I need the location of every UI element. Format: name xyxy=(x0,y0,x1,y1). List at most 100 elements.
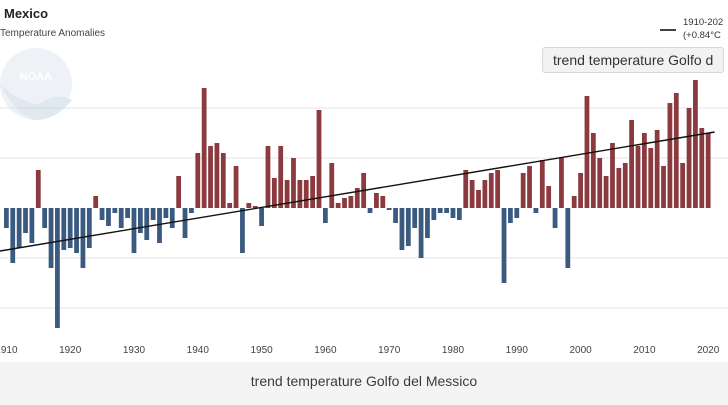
bar-2006 xyxy=(616,168,622,208)
caption-bar xyxy=(0,362,728,405)
bar-1960 xyxy=(322,208,328,223)
bar-1923 xyxy=(86,208,92,248)
bar-1937 xyxy=(176,176,182,208)
bar-1975 xyxy=(418,208,424,258)
bar-1991 xyxy=(520,173,526,208)
bar-1935 xyxy=(163,208,169,218)
image-caption: trend temperature Golfo del Messico xyxy=(250,373,478,389)
bar-2008 xyxy=(629,120,635,208)
bar-1936 xyxy=(169,208,175,228)
bar-2004 xyxy=(603,176,609,208)
bar-1970 xyxy=(386,208,392,210)
bar-1927 xyxy=(112,208,118,213)
bar-1985 xyxy=(482,180,488,208)
bar-2007 xyxy=(622,163,628,208)
bar-1993 xyxy=(533,208,539,213)
bar-1956 xyxy=(297,180,303,208)
bar-2018 xyxy=(693,80,698,208)
x-tick-label-1920: 1920 xyxy=(59,345,82,356)
bar-1950 xyxy=(259,208,264,226)
bar-1962 xyxy=(335,203,341,208)
bar-1952 xyxy=(271,178,277,208)
bar-1971 xyxy=(393,208,398,223)
bar-1988 xyxy=(501,208,507,283)
bar-2014 xyxy=(667,103,673,208)
bar-1934 xyxy=(157,208,162,243)
bar-1921 xyxy=(74,208,79,253)
bar-1974 xyxy=(412,208,418,228)
bar-1999 xyxy=(571,196,577,208)
bar-1938 xyxy=(182,208,188,238)
bar-1919 xyxy=(61,208,67,250)
bar-1912 xyxy=(16,208,22,248)
legend-label-line1: 1910-202 xyxy=(683,17,723,28)
bar-1989 xyxy=(508,208,513,223)
gridlines xyxy=(0,107,728,309)
bar-2016 xyxy=(680,163,686,208)
bar-1944 xyxy=(220,153,226,208)
bar-1933 xyxy=(150,208,156,220)
bar-1917 xyxy=(48,208,54,268)
bar-2017 xyxy=(686,108,692,208)
x-tick-label-2000: 2000 xyxy=(569,345,592,356)
bar-1979 xyxy=(444,208,449,213)
bar-1941 xyxy=(201,88,207,208)
bar-2020 xyxy=(705,133,711,208)
bar-1965 xyxy=(354,188,360,208)
x-tick-label-1990: 1990 xyxy=(506,345,529,356)
bar-1953 xyxy=(278,146,284,208)
chart-title: Mexico xyxy=(4,6,48,21)
bar-1955 xyxy=(291,158,296,208)
bar-1910 xyxy=(3,208,9,228)
bar-1990 xyxy=(514,208,520,218)
bar-1915 xyxy=(35,170,41,208)
bar-2003 xyxy=(597,158,603,208)
bar-2005 xyxy=(610,143,615,208)
bar-1954 xyxy=(284,180,290,208)
bar-1968 xyxy=(374,193,379,208)
bar-1984 xyxy=(476,190,481,208)
bar-2000 xyxy=(578,173,583,208)
bar-2012 xyxy=(654,130,660,208)
bar-1964 xyxy=(348,196,354,208)
bar-1978 xyxy=(437,208,443,213)
bar-1976 xyxy=(425,208,430,238)
x-tick-label-1980: 1980 xyxy=(442,345,465,356)
bar-2015 xyxy=(673,93,679,208)
bar-1973 xyxy=(405,208,411,246)
bar-2001 xyxy=(584,96,590,208)
bar-1951 xyxy=(265,146,271,208)
bar-1945 xyxy=(227,203,233,208)
bar-2002 xyxy=(590,133,596,208)
bar-1982 xyxy=(463,170,469,208)
bar-1939 xyxy=(189,208,194,213)
x-tick-label-2020: 2020 xyxy=(697,345,720,356)
bar-1961 xyxy=(329,163,335,208)
tooltip: trend temperature Golfo d xyxy=(542,47,725,73)
bar-1983 xyxy=(469,180,475,208)
bar-1987 xyxy=(495,170,501,208)
x-tick-label-1940: 1940 xyxy=(187,345,210,356)
noaa-logo: NOAA xyxy=(0,48,72,120)
bar-1911 xyxy=(10,208,16,263)
chart-subtitle: Temperature Anomalies xyxy=(0,28,105,39)
bar-1940 xyxy=(195,153,201,208)
bar-1977 xyxy=(431,208,437,220)
bar-1969 xyxy=(380,196,386,208)
bar-1967 xyxy=(367,208,373,213)
bar-1963 xyxy=(342,198,347,208)
logo-text: NOAA xyxy=(20,71,52,83)
bar-1948 xyxy=(246,203,252,208)
bar-1994 xyxy=(539,160,545,208)
bar-2011 xyxy=(648,148,654,208)
x-tick-label-1930: 1930 xyxy=(123,345,146,356)
bar-1926 xyxy=(106,208,111,226)
bar-1922 xyxy=(80,208,86,268)
bar-1931 xyxy=(137,208,143,233)
bar-1943 xyxy=(214,143,220,208)
bar-2019 xyxy=(699,128,705,208)
bar-1930 xyxy=(131,208,137,253)
bar-1928 xyxy=(118,208,124,228)
bars xyxy=(3,80,711,328)
